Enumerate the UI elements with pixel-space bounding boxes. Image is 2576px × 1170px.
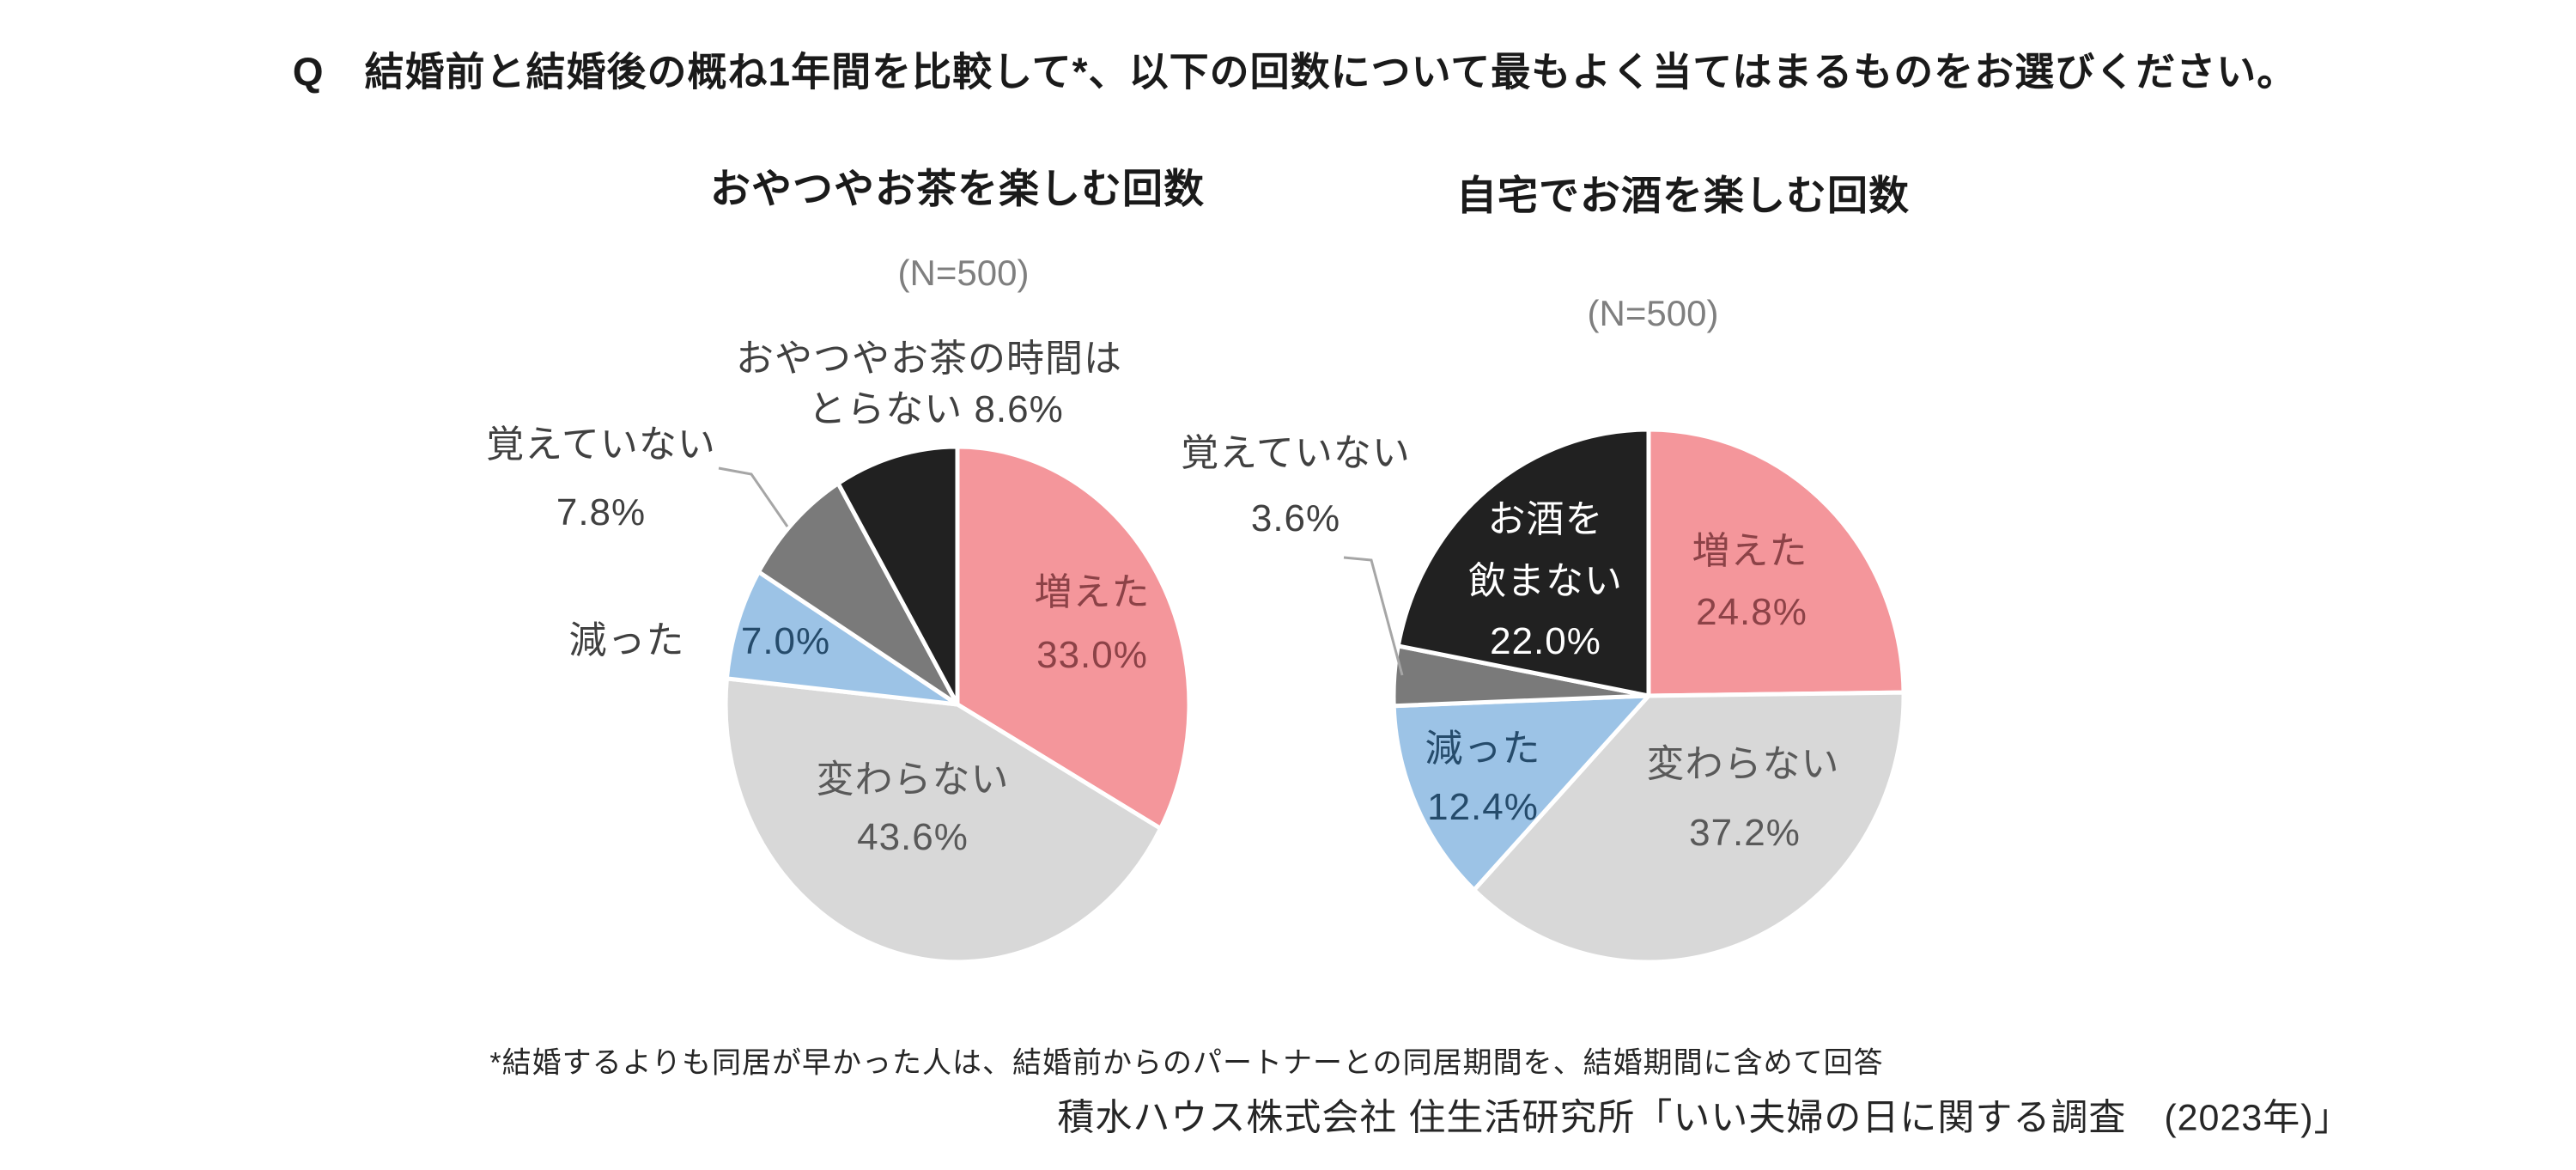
slice-label-1-4-0: 覚えていない — [1181, 431, 1411, 474]
chart-title-alcohol-home: 自宅でお酒を楽しむ回数 — [1456, 173, 1910, 219]
chart-title-snacks-tea: おやつやお茶を楽しむ回数 — [710, 166, 1205, 212]
slice-label-1-0-0: 増えた — [1692, 529, 1808, 572]
pie-slice-1-1 — [1472, 690, 1906, 965]
slice-label-1-3-1: 飲まない — [1468, 559, 1623, 602]
slice-label-0-5-1: とらない 8.6% — [808, 387, 1064, 430]
pie-slice-1-0 — [1646, 427, 1906, 698]
slice-label-1-4-1: 3.6% — [1250, 497, 1341, 539]
pie-slice-0-3 — [756, 481, 960, 707]
slice-label-0-4-1: 7.8% — [556, 491, 647, 533]
pie-slice-0-4 — [835, 444, 960, 707]
sample-size-alcohol-home: (N=500) — [1587, 292, 1719, 333]
pie-slice-0-2 — [724, 570, 960, 707]
pie-slice-0-0 — [955, 444, 1192, 831]
slice-label-0-5-0: おやつやお茶の時間は — [736, 337, 1122, 380]
slice-label-1-2-0: 減った — [1425, 727, 1541, 770]
slice-label-0-1-1: 43.6% — [857, 815, 969, 858]
pie-slice-0-1 — [723, 676, 1163, 965]
slice-label-0-2-0: 7.0% — [740, 619, 831, 662]
pie-slice-1-4 — [1395, 427, 1651, 698]
slice-label-1-1-1: 37.2% — [1689, 811, 1801, 854]
slice-label-1-2-1: 12.4% — [1427, 785, 1539, 828]
leader-line-1 — [1343, 556, 1404, 676]
page-title: Q 結婚前と結婚後の概ね1年間を比較して*、以下の回数について最もよく当てはまる… — [292, 49, 2298, 94]
slice-label-0-0-0: 増えた — [1034, 570, 1151, 613]
source-credit: 積水ハウス株式会社 住生活研究所「いい夫婦の日に関する調査 (2023年)」 — [1057, 1097, 2352, 1139]
sample-size-snacks-tea: (N=500) — [897, 252, 1030, 293]
slice-label-1-0-1: 24.8% — [1696, 590, 1807, 633]
leader-line-0 — [718, 466, 789, 527]
slice-label-0-4-0: 覚えていない — [486, 423, 716, 466]
footnote: *結婚するよりも同居が早かった人は、結婚前からのパートナーとの同居期間を、結婚期… — [489, 1046, 1884, 1080]
slice-label-0-0-1: 33.0% — [1036, 633, 1148, 676]
slice-label-0-1-0: 変わらない — [816, 758, 1010, 801]
slice-label-1-3-0: お酒を — [1487, 497, 1604, 540]
pie-slice-1-2 — [1391, 693, 1651, 893]
slice-label-0-3-0: 減った — [568, 619, 685, 661]
slice-label-1-1-0: 変わらない — [1646, 742, 1840, 785]
slice-label-1-3-2: 22.0% — [1490, 619, 1601, 662]
